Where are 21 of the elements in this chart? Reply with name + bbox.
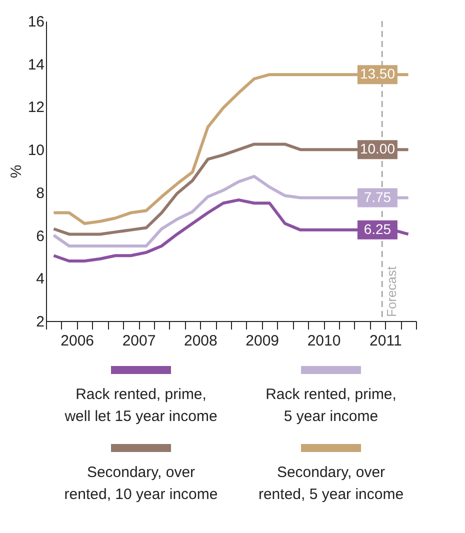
legend-label: Rack rented, prime, 5 year income [266,386,396,425]
x-tick-label: 2008 [184,332,218,350]
legend-label: Secondary, over rented, 5 year income [258,464,404,503]
y-tick-label: 4 [36,270,44,288]
y-tick-label: 2 [36,314,44,330]
ref-line-label: Forecast [384,266,400,317]
y-tick-label: 10 [28,142,44,160]
line-series [52,174,410,248]
x-tick-label: 2007 [122,332,156,350]
legend-label: Rack rented, prime, well let 15 year income [64,386,218,425]
x-tick-label: 2006 [60,332,94,350]
y-tick-label: 8 [36,184,44,202]
x-tick-label: 2011 [370,332,402,350]
y-tick-label: 12 [28,99,44,116]
y-tick-label: 16 [28,14,44,30]
y-tick-label: 14 [28,56,44,74]
y-tick-label: 6 [36,228,44,245]
x-tick-label: 2009 [246,332,280,350]
y-axis-title: % [8,164,25,178]
x-tick-label: 2010 [307,332,341,350]
legend-label: Secondary, over rented, 10 year income [64,464,218,503]
